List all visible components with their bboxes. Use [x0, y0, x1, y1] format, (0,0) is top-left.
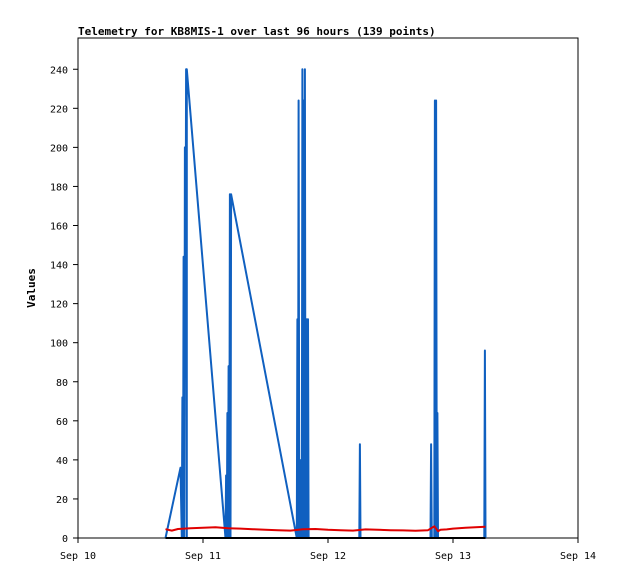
- y-tick-label: 0: [62, 534, 68, 545]
- series-layer: [164, 68, 487, 539]
- y-tick-label: 120: [50, 300, 68, 311]
- y-tick-label: 20: [56, 495, 68, 506]
- y-axis-title: Values: [25, 268, 38, 308]
- x-tick-label: Sep 14: [560, 551, 596, 562]
- x-tick-label: Sep 13: [435, 551, 471, 562]
- y-tick-label: 180: [50, 182, 68, 193]
- y-tick-label: 60: [56, 417, 68, 428]
- x-tick-label: Sep 10: [60, 551, 96, 562]
- x-axis: Sep 10 Sep 11 Sep 12 Sep 13 Sep 14: [60, 538, 596, 562]
- y-tick-label: 240: [50, 65, 68, 76]
- y-tick-label: 160: [50, 222, 68, 233]
- y-axis: 0 20 40 60 80 100 120 140 160 180 200 220 240: [50, 65, 78, 545]
- y-tick-label: 80: [56, 378, 68, 389]
- y-tick-label: 220: [50, 104, 68, 115]
- y-tick-label: 40: [56, 456, 68, 467]
- x-tick-label: Sep 12: [310, 551, 346, 562]
- y-tick-label: 140: [50, 261, 68, 272]
- y-tick-label: 200: [50, 143, 68, 154]
- plot-frame: [77, 37, 579, 539]
- x-tick-label: Sep 11: [185, 551, 221, 562]
- chart-title: Telemetry for KB8MIS-1 over last 96 hour…: [78, 25, 436, 38]
- series-line-1: [164, 68, 487, 539]
- y-tick-label: 100: [50, 339, 68, 350]
- series-line-2: [165, 525, 486, 533]
